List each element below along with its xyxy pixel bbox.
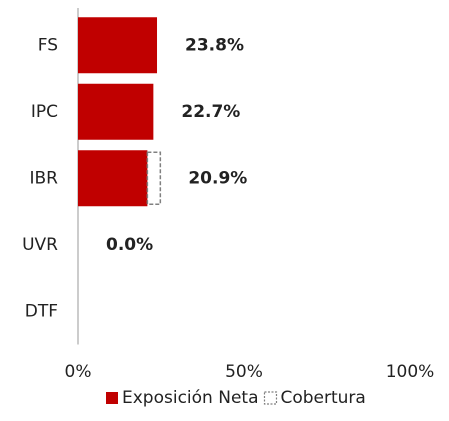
- legend-swatch: [263, 391, 278, 405]
- legend-label: Exposición Neta: [122, 388, 258, 408]
- x-tick-label: 50%: [225, 362, 263, 382]
- bar: [78, 17, 158, 74]
- data-label: 22.7%: [181, 102, 240, 122]
- bar: [146, 151, 162, 205]
- y-tick-label: UVR: [22, 235, 58, 255]
- y-tick-label: IBR: [30, 168, 59, 188]
- data-label: 23.8%: [185, 35, 244, 55]
- bar: [78, 83, 154, 140]
- data-label: 0.0%: [106, 235, 153, 255]
- x-tick-label: 0%: [65, 362, 92, 382]
- data-label: 20.9%: [188, 168, 247, 188]
- legend-swatch: [106, 392, 118, 404]
- y-tick-label: IPC: [31, 102, 58, 122]
- legend-label: Cobertura: [280, 388, 365, 408]
- bar: [78, 150, 148, 207]
- y-tick-label: FS: [38, 35, 58, 55]
- x-tick-label: 100%: [386, 362, 435, 382]
- y-tick-label: DTF: [25, 301, 58, 321]
